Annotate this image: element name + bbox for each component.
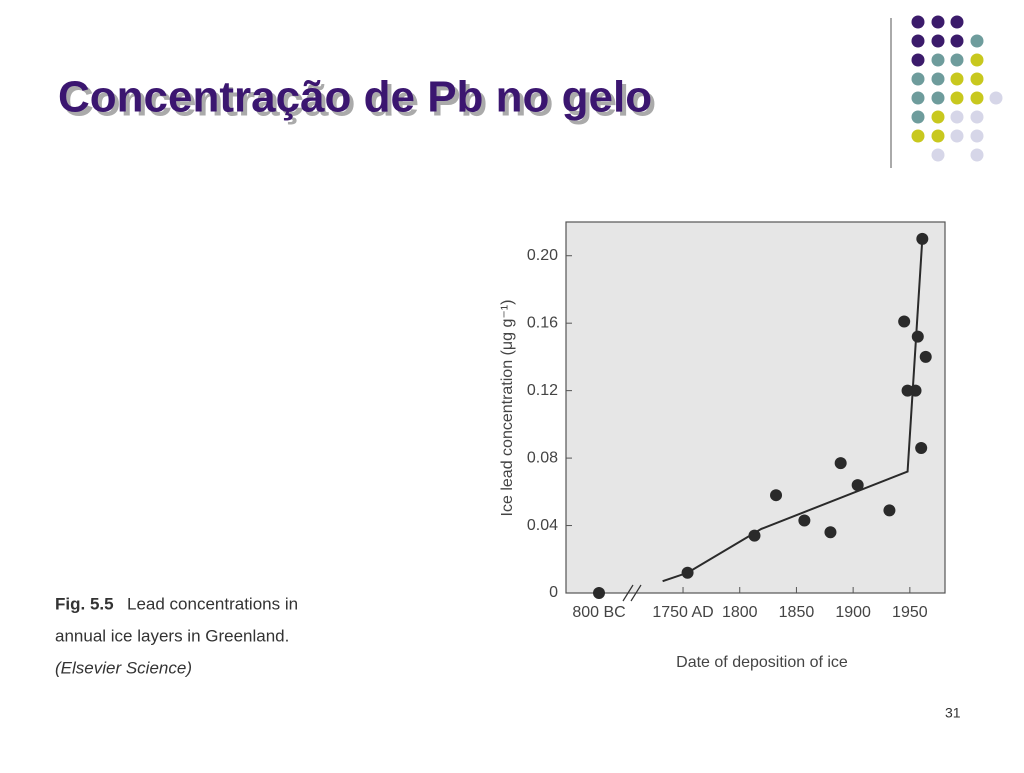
decor-dot bbox=[911, 15, 925, 29]
y-tick-label: 0 bbox=[549, 584, 558, 601]
decor-dot bbox=[911, 91, 925, 105]
y-tick-label: 0.12 bbox=[527, 382, 558, 399]
figure-label: Fig. 5.5 bbox=[55, 594, 114, 613]
decor-dot bbox=[931, 148, 945, 162]
decor-dot bbox=[911, 72, 925, 86]
x-tick-label: 1850 bbox=[779, 604, 815, 621]
data-point bbox=[824, 526, 837, 539]
decor-dot bbox=[931, 110, 945, 124]
data-point bbox=[593, 587, 605, 599]
caption-line: annual ice layers in Greenland. bbox=[55, 626, 289, 645]
decor-dot bbox=[911, 34, 925, 48]
decoration bbox=[890, 15, 1003, 168]
data-point bbox=[911, 330, 924, 343]
data-point bbox=[915, 441, 928, 454]
decor-dot bbox=[931, 72, 945, 86]
page-number: 31 bbox=[945, 705, 961, 721]
decor-dot bbox=[950, 110, 964, 124]
trend-line bbox=[662, 238, 924, 583]
y-axis-label: Ice lead concentration (μg g⁻¹) bbox=[499, 300, 516, 517]
x-tick-label: 800 BC bbox=[572, 604, 625, 621]
decor-dot bbox=[970, 129, 984, 143]
decor-dot bbox=[931, 129, 945, 143]
axis-break bbox=[622, 584, 634, 602]
data-point bbox=[834, 457, 847, 470]
decor-dot bbox=[950, 72, 964, 86]
decor-dot bbox=[950, 91, 964, 105]
decor-dot bbox=[931, 53, 945, 67]
data-point bbox=[909, 384, 922, 397]
decor-dot bbox=[970, 53, 984, 67]
decor-dot bbox=[950, 53, 964, 67]
decor-dot bbox=[931, 15, 945, 29]
decor-dot bbox=[970, 34, 984, 48]
decor-dot bbox=[931, 34, 945, 48]
data-point bbox=[919, 350, 932, 363]
x-tick-label: 1800 bbox=[722, 604, 758, 621]
decor-dot bbox=[950, 15, 964, 29]
decor-dot bbox=[989, 91, 1003, 105]
caption-line: Lead concentrations in bbox=[127, 594, 298, 613]
y-tick-label: 0.16 bbox=[527, 314, 558, 331]
caption-line: (Elsevier Science) bbox=[55, 658, 192, 677]
y-tick-label: 0.20 bbox=[527, 247, 558, 264]
decor-dot bbox=[970, 148, 984, 162]
slide-title: Concentração de Pb no gelo bbox=[58, 73, 652, 122]
decor-dot bbox=[970, 91, 984, 105]
decor-dot bbox=[911, 110, 925, 124]
data-point bbox=[770, 489, 783, 502]
decor-dot bbox=[931, 91, 945, 105]
decor-dot bbox=[970, 110, 984, 124]
data-point bbox=[898, 315, 911, 328]
data-point bbox=[798, 514, 811, 527]
axis-break bbox=[630, 584, 642, 602]
data-point bbox=[748, 529, 761, 542]
decor-dot bbox=[911, 53, 925, 67]
decor-dot bbox=[950, 34, 964, 48]
title-shadow: Concentração de Pb no gelo bbox=[62, 77, 656, 126]
x-axis-label: Date of deposition of ice bbox=[676, 654, 848, 671]
decor-dot bbox=[911, 129, 925, 143]
data-point bbox=[851, 479, 864, 492]
y-tick-label: 0.04 bbox=[527, 517, 558, 534]
x-tick-label: 1900 bbox=[835, 604, 871, 621]
y-tick-label: 0.08 bbox=[527, 449, 558, 466]
data-point bbox=[883, 504, 896, 517]
x-tick-label: 1750 AD bbox=[652, 604, 713, 621]
decor-dot bbox=[950, 129, 964, 143]
decor-dot bbox=[970, 72, 984, 86]
x-tick-label: 1950 bbox=[892, 604, 928, 621]
